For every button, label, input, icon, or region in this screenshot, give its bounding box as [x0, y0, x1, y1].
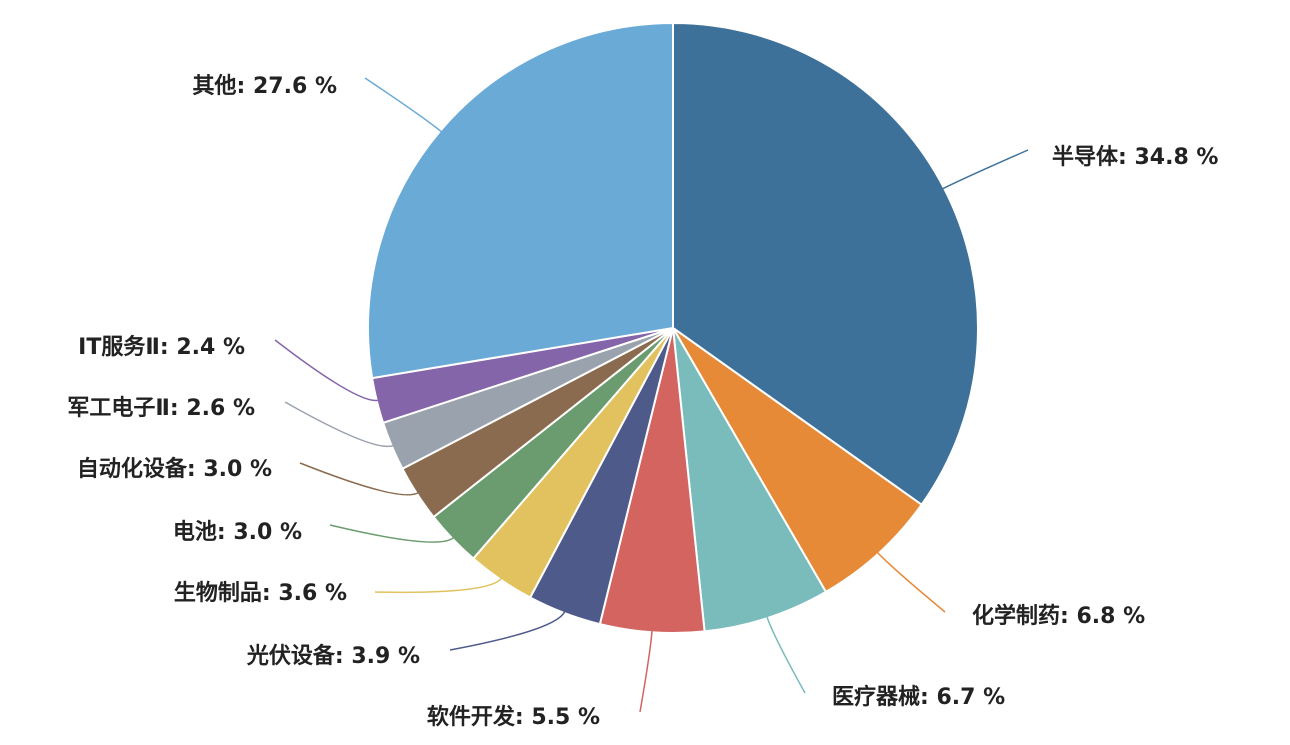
category-label: 化学制药 — [972, 603, 1060, 629]
data-label: 半导体: 34.8 % — [1052, 145, 1218, 170]
data-label: 其他: 27.6 % — [193, 74, 337, 99]
value-label: : 3.0 % — [187, 457, 272, 482]
value-label: : 3.6 % — [262, 581, 347, 606]
data-label: 医疗器械: 6.7 % — [832, 684, 1005, 710]
value-label: : 3.9 % — [335, 644, 420, 669]
category-label: 电池 — [173, 520, 217, 545]
value-label: : 6.7 % — [920, 685, 1005, 710]
leader-line — [449, 610, 566, 651]
leader-line — [374, 577, 503, 594]
value-label: : 27.6 % — [237, 74, 337, 99]
leader-line — [329, 524, 455, 543]
category-label: IT服务Ⅱ — [78, 335, 160, 360]
data-label: 光伏设备: 3.9 % — [246, 643, 420, 669]
data-label: 软件开发: 5.5 % — [427, 704, 600, 730]
leader-line — [766, 615, 806, 694]
data-label: 自动化设备: 3.0 % — [77, 456, 272, 482]
category-label: 软件开发 — [427, 704, 516, 730]
pie-slice — [367, 21, 674, 380]
value-label: : 6.8 % — [1060, 604, 1145, 629]
data-label: 电池: 3.0 % — [173, 520, 302, 545]
value-label: : 5.5 % — [515, 705, 600, 730]
leader-line — [639, 630, 653, 713]
category-label: 自动化设备 — [77, 456, 188, 482]
category-label: 光伏设备 — [246, 643, 336, 669]
data-label: IT服务Ⅱ: 2.4 % — [78, 335, 245, 360]
category-label: 其他 — [193, 74, 237, 99]
value-label: : 2.4 % — [160, 335, 245, 360]
category-label: 生物制品 — [174, 580, 262, 606]
data-label: 生物制品: 3.6 % — [174, 580, 347, 606]
value-label: : 2.6 % — [170, 396, 255, 421]
category-label: 半导体 — [1052, 145, 1119, 170]
leader-line — [876, 551, 946, 613]
value-label: : 34.8 % — [1118, 145, 1218, 170]
data-label: 军工电子Ⅱ: 2.6 % — [67, 396, 255, 421]
leader-line — [274, 339, 379, 402]
category-label: 军工电子Ⅱ — [67, 396, 170, 421]
leader-line — [284, 401, 394, 448]
leader-line — [364, 77, 443, 133]
data-label: 化学制药: 6.8 % — [972, 603, 1145, 629]
category-label: 医疗器械 — [832, 684, 920, 710]
leader-line — [941, 149, 1029, 190]
value-label: : 3.0 % — [217, 520, 302, 545]
leader-line — [299, 462, 419, 496]
